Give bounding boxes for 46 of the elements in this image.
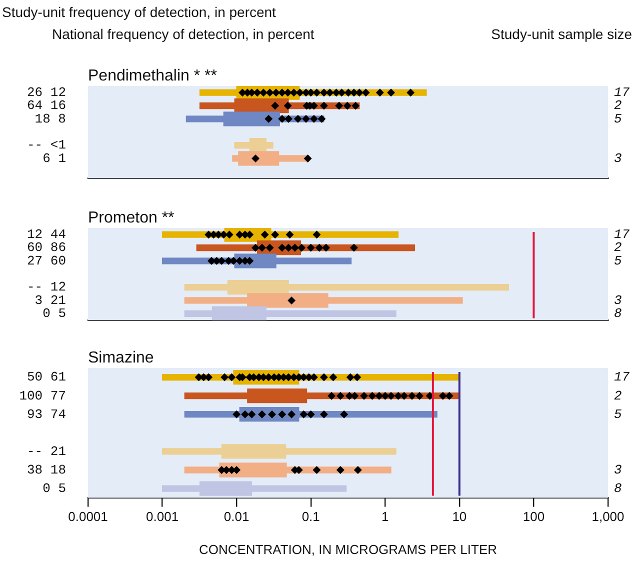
y2-tick-label: 2 xyxy=(614,240,622,256)
y-tick-label: -- 21 xyxy=(26,444,66,459)
x-tick-label: 100 xyxy=(522,509,545,524)
y-tick-label: 0 5 xyxy=(42,306,66,322)
y-tick-label: 93 74 xyxy=(26,406,66,422)
y-tick-label: 26 12 xyxy=(26,85,66,100)
y-tick-label: 100 77 xyxy=(19,388,66,404)
y-tick-label: 12 44 xyxy=(26,227,66,242)
y2-tick-label: 17 xyxy=(614,85,630,100)
y2-tick-label: 2 xyxy=(614,388,622,404)
y2-tick-label: 5 xyxy=(614,253,622,268)
y-tick-label: 64 16 xyxy=(26,98,66,114)
text: Study-unit sample size xyxy=(491,26,632,42)
x-tick-label: 0.0001 xyxy=(68,509,108,524)
chart-title: Pendimethalin * ** xyxy=(88,67,217,84)
y2-tick-label: 5 xyxy=(614,111,622,126)
y-tick-label: 27 60 xyxy=(26,253,66,268)
x-tick-label: 1,000 xyxy=(592,509,624,524)
x-axis-title: CONCENTRATION, IN MICROGRAMS PER LITER xyxy=(198,542,498,557)
x-tick-label: 0.001 xyxy=(146,509,179,524)
y-tick-label: 3 21 xyxy=(34,292,66,308)
y2-tick-label: 8 xyxy=(614,480,622,496)
x-tick-label: 0.1 xyxy=(302,509,320,524)
chart-title: Prometon ** xyxy=(88,209,174,226)
y2-tick-label: 17 xyxy=(614,227,630,242)
chart-title: Simazine xyxy=(88,349,154,366)
y2-tick-label: 3 xyxy=(614,150,622,166)
y-tick-label: 38 18 xyxy=(26,462,66,478)
y-tick-label: -- <1 xyxy=(26,138,66,153)
y-tick-label: 0 5 xyxy=(42,480,66,496)
y-tick-label: 6 1 xyxy=(42,150,66,166)
y2-tick-label: 3 xyxy=(614,462,622,478)
y-tick-label: -- 12 xyxy=(26,280,66,295)
y2-tick-label: 2 xyxy=(614,98,622,114)
y-tick-label: 50 61 xyxy=(26,370,66,385)
x-tick-label: 10 xyxy=(452,509,467,524)
x-tick-label: 1 xyxy=(382,509,389,524)
y2-tick-label: 17 xyxy=(614,370,630,385)
text: National frequency of detection, in percent xyxy=(52,26,314,42)
y-tick-label: 60 86 xyxy=(26,240,66,256)
y2-tick-label: 5 xyxy=(614,406,622,422)
y2-tick-label: 8 xyxy=(614,306,622,322)
x-tick-label: 0.01 xyxy=(224,509,250,524)
text: Study-unit frequency of detection, in percent xyxy=(2,4,276,20)
y2-tick-label: 3 xyxy=(614,292,622,308)
y-tick-label: 18 8 xyxy=(34,111,66,126)
